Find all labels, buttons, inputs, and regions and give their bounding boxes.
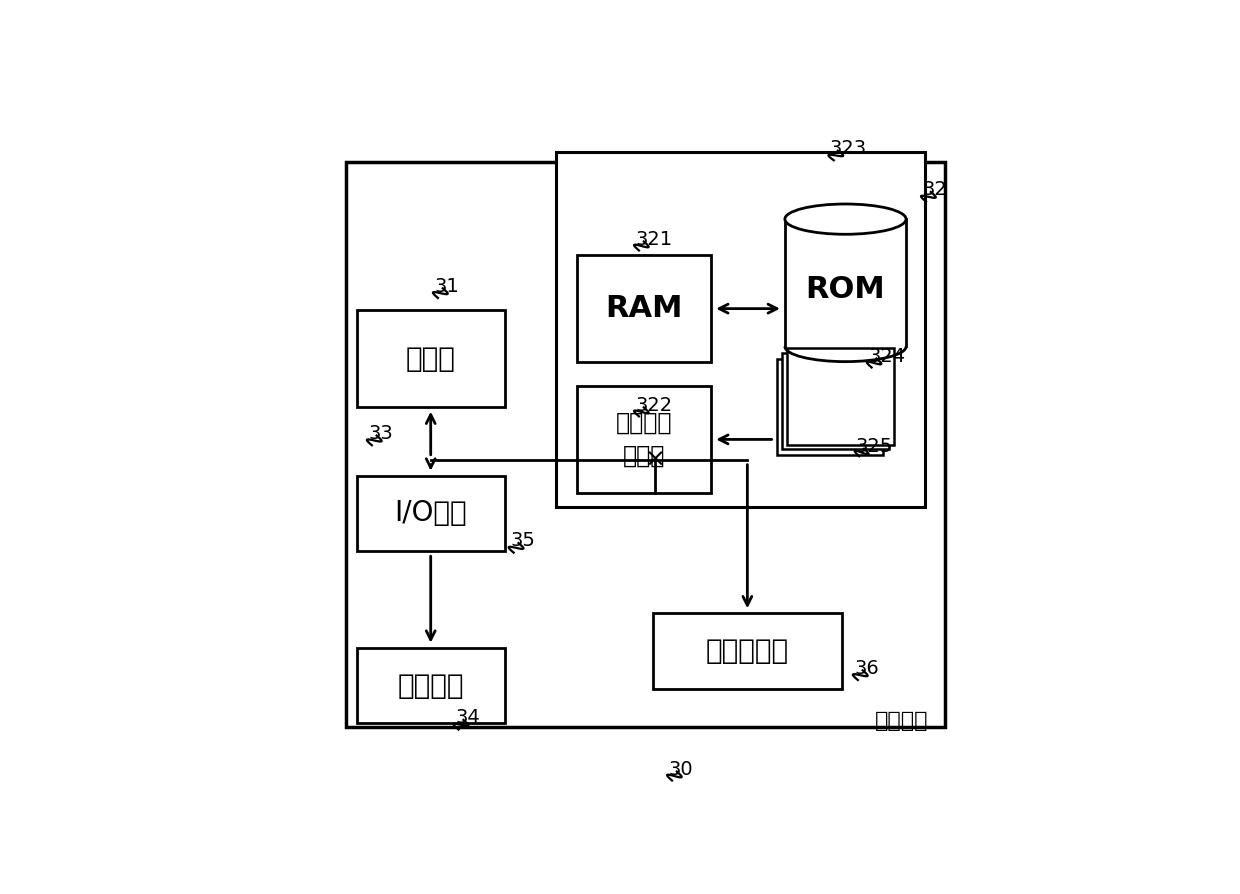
- Ellipse shape: [785, 204, 906, 234]
- Text: 33: 33: [368, 424, 393, 443]
- Text: 324: 324: [868, 347, 905, 366]
- Text: ×: ×: [645, 448, 666, 472]
- Bar: [787, 348, 894, 444]
- Text: 网络适配器: 网络适配器: [706, 637, 789, 665]
- Text: I/O接口: I/O接口: [394, 500, 467, 527]
- Text: 34: 34: [455, 708, 480, 728]
- Bar: [346, 163, 945, 727]
- Bar: [776, 358, 883, 455]
- Text: 323: 323: [830, 139, 867, 158]
- Bar: [652, 613, 842, 689]
- Bar: [577, 386, 712, 493]
- Text: 外部设备: 外部设备: [398, 671, 464, 699]
- Text: 322: 322: [635, 396, 672, 415]
- Text: 30: 30: [668, 760, 693, 779]
- Bar: [357, 647, 505, 723]
- Text: 36: 36: [854, 659, 879, 678]
- Text: 35: 35: [510, 531, 536, 551]
- Text: 325: 325: [856, 437, 893, 456]
- Bar: [357, 476, 505, 552]
- Text: 电子设备: 电子设备: [875, 712, 929, 731]
- Text: ROM: ROM: [806, 275, 885, 304]
- Text: 32: 32: [923, 181, 947, 199]
- Text: 处理器: 处理器: [405, 344, 455, 373]
- Bar: [357, 310, 505, 407]
- Bar: [782, 353, 889, 450]
- Text: 高速缓存
存储器: 高速缓存 存储器: [616, 410, 672, 468]
- Text: 321: 321: [635, 230, 672, 249]
- Text: RAM: RAM: [605, 294, 683, 323]
- Text: 31: 31: [434, 277, 459, 296]
- Bar: [557, 152, 925, 507]
- Bar: [577, 256, 712, 362]
